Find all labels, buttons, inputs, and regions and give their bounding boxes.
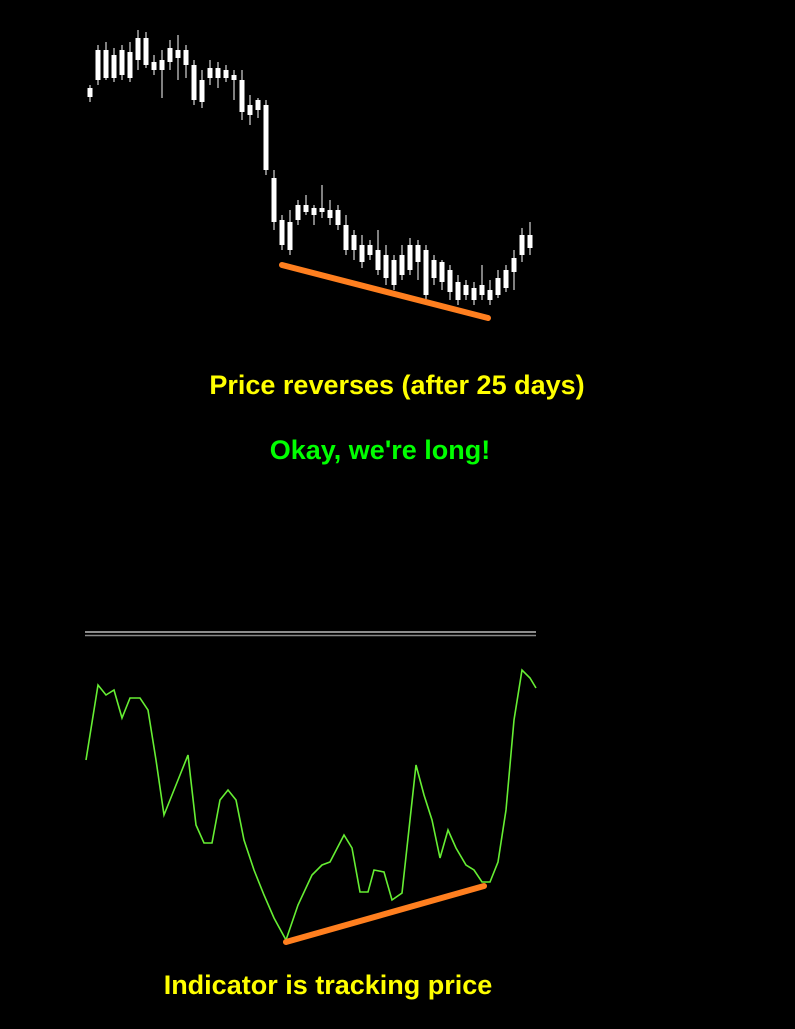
indicator-note: Indicator is tracking price bbox=[164, 970, 493, 1000]
candle-bodies bbox=[87, 38, 533, 300]
signal-note: Okay, we're long! bbox=[270, 435, 490, 465]
separator bbox=[85, 631, 536, 637]
indicator-trendline bbox=[283, 883, 487, 945]
indicator-chart bbox=[85, 668, 537, 945]
price-trendline bbox=[279, 262, 491, 321]
indicator-line bbox=[85, 668, 537, 942]
price-chart bbox=[87, 30, 533, 321]
price-note: Price reverses (after 25 days) bbox=[209, 370, 584, 400]
